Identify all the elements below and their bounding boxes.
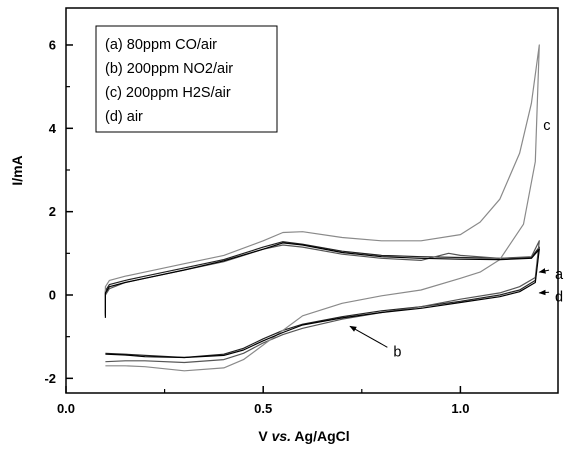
curve-label-a: a	[555, 267, 564, 283]
curves-layer	[104, 44, 540, 372]
annotations-layer: a b c d	[349, 118, 564, 360]
x-axis-title-part: Ag/AgCl	[291, 428, 350, 444]
annotation-arrow-b	[349, 325, 388, 348]
curve-c	[104, 44, 540, 372]
curve-label-b: b	[393, 344, 401, 360]
axes-layer: 0.0 0.5 1.0 -2 0 2 4 6 V vs. Ag/AgCl I/mA	[9, 7, 559, 444]
y-tick-label: -2	[44, 371, 56, 386]
annotation-arrow-a	[538, 268, 550, 274]
legend-entry: (c) 200ppm H2S/air	[105, 85, 231, 101]
curve-label-d: d	[555, 289, 563, 305]
x-tick-label: 0.5	[254, 401, 272, 416]
curve-d	[104, 242, 540, 359]
legend-entry: (b) 200ppm NO2/air	[105, 61, 233, 77]
plot-frame	[65, 7, 559, 394]
y-tick-label: 4	[49, 121, 57, 136]
legend: (a) 80ppm CO/air (b) 200ppm NO2/air (c) 20…	[95, 25, 278, 133]
y-tick-label: 2	[49, 204, 56, 219]
y-axis-title: I/mA	[9, 155, 25, 185]
x-tick-label: 1.0	[451, 401, 469, 416]
legend-box	[95, 25, 278, 133]
curve-label-c: c	[543, 118, 550, 134]
curve-a	[104, 241, 540, 359]
y-tick-label: 6	[49, 37, 56, 52]
y-tick-label: 0	[49, 288, 56, 303]
legend-entry: (a) 80ppm CO/air	[105, 37, 217, 53]
legend-entry: (d) air	[105, 109, 143, 125]
x-axis-title-part: V	[258, 428, 271, 444]
annotation-arrow-d	[538, 289, 550, 296]
x-axis-title-part: vs.	[272, 428, 291, 444]
x-axis-title: V vs. Ag/AgCl	[258, 428, 349, 444]
x-tick-label: 0.0	[57, 401, 75, 416]
